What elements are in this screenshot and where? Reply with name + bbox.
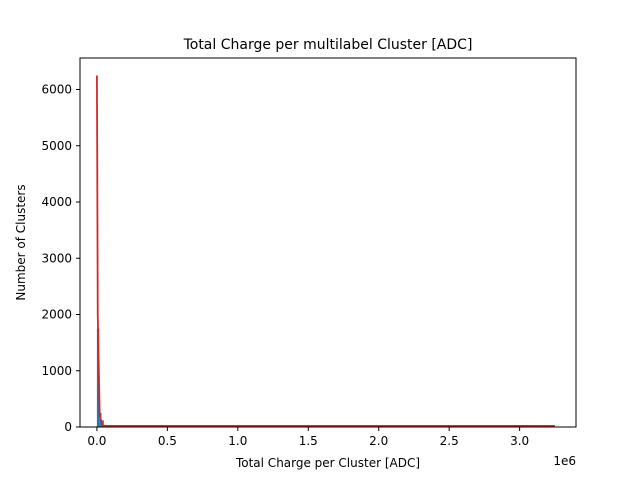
x-tick-label: 1.5 <box>299 434 318 448</box>
x-axis-label: Total Charge per Cluster [ADC] <box>235 456 420 470</box>
x-tick-label: 2.0 <box>369 434 388 448</box>
y-axis-ticks: 0 1000 2000 3000 4000 5000 6000 <box>41 83 80 434</box>
x-tick-label: 0.5 <box>158 434 177 448</box>
x-axis-offset-label: 1e6 <box>553 454 576 468</box>
y-axis-label: Number of Clusters <box>14 184 28 300</box>
fit-lines <box>96 75 555 427</box>
y-tick-label: 1000 <box>41 364 72 378</box>
x-axis-ticks: 0.0 0.5 1.0 1.5 2.0 2.5 3.0 <box>87 427 529 448</box>
y-tick-label: 5000 <box>41 139 72 153</box>
y-tick-label: 4000 <box>41 195 72 209</box>
plot-frame <box>79 57 577 428</box>
y-tick-label: 6000 <box>41 83 72 97</box>
y-tick-label: 3000 <box>41 251 72 265</box>
chart-title: Total Charge per multilabel Cluster [ADC… <box>183 37 473 53</box>
x-tick-label: 2.5 <box>440 434 459 448</box>
x-tick-label: 1.0 <box>228 434 247 448</box>
y-tick-label: 0 <box>64 420 72 434</box>
histogram-bar <box>96 328 100 427</box>
fit-line <box>96 75 555 427</box>
y-tick-label: 2000 <box>41 308 72 322</box>
x-tick-label: 3.0 <box>510 434 529 448</box>
x-tick-label: 0.0 <box>87 434 106 448</box>
